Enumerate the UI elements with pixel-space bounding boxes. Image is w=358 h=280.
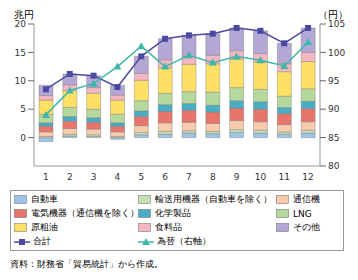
svg-text:10: 10 xyxy=(255,172,267,182)
svg-text:10: 10 xyxy=(15,76,27,86)
svg-text:11: 11 xyxy=(279,172,290,182)
html-text:化学製品: 化学製品 xyxy=(155,208,191,218)
svg-text:80: 80 xyxy=(328,161,340,171)
html-text:兆円: 兆円 xyxy=(14,9,34,20)
html-text:原粗油: 原粗油 xyxy=(31,222,58,232)
svg-text:105: 105 xyxy=(328,19,345,29)
svg-text:3: 3 xyxy=(91,172,97,182)
svg-text:100: 100 xyxy=(328,48,345,58)
html-text:LNG: LNG xyxy=(293,208,312,219)
svg-text:6: 6 xyxy=(162,172,168,182)
svg-text:5: 5 xyxy=(138,172,144,182)
html-text:通信機: 通信機 xyxy=(293,194,320,204)
html-text:その他: その他 xyxy=(293,222,320,232)
svg-text:15: 15 xyxy=(15,48,26,58)
html-text:為替（右軸）: 為替（右軸） xyxy=(157,236,211,246)
svg-text:9: 9 xyxy=(234,172,240,182)
html-text:（円）: （円） xyxy=(318,9,348,20)
svg-text:1: 1 xyxy=(43,172,49,182)
html-text:輸送用機器（自動車を除く）: 輸送用機器（自動車を除く） xyxy=(155,194,272,204)
svg-text:4: 4 xyxy=(115,172,121,182)
svg-text:95: 95 xyxy=(328,76,339,86)
svg-text:12: 12 xyxy=(302,172,313,182)
svg-text:2: 2 xyxy=(67,172,73,182)
svg-text:20: 20 xyxy=(15,19,27,29)
html-text:合計: 合計 xyxy=(33,236,51,246)
html-text:電気機器（通信機を除く）: 電気機器（通信機を除く） xyxy=(31,208,139,218)
html-text:自動車: 自動車 xyxy=(31,194,58,204)
svg-text:5: 5 xyxy=(20,104,26,114)
html-text:食料品: 食料品 xyxy=(155,222,182,232)
html-text:資料：財務省「貿易統計」から作成。: 資料：財務省「貿易統計」から作成。 xyxy=(10,259,163,269)
svg-text:85: 85 xyxy=(328,133,339,143)
svg-text:7: 7 xyxy=(186,172,192,182)
svg-text:90: 90 xyxy=(328,104,340,114)
svg-text:8: 8 xyxy=(210,172,216,182)
svg-text:0: 0 xyxy=(20,133,26,143)
